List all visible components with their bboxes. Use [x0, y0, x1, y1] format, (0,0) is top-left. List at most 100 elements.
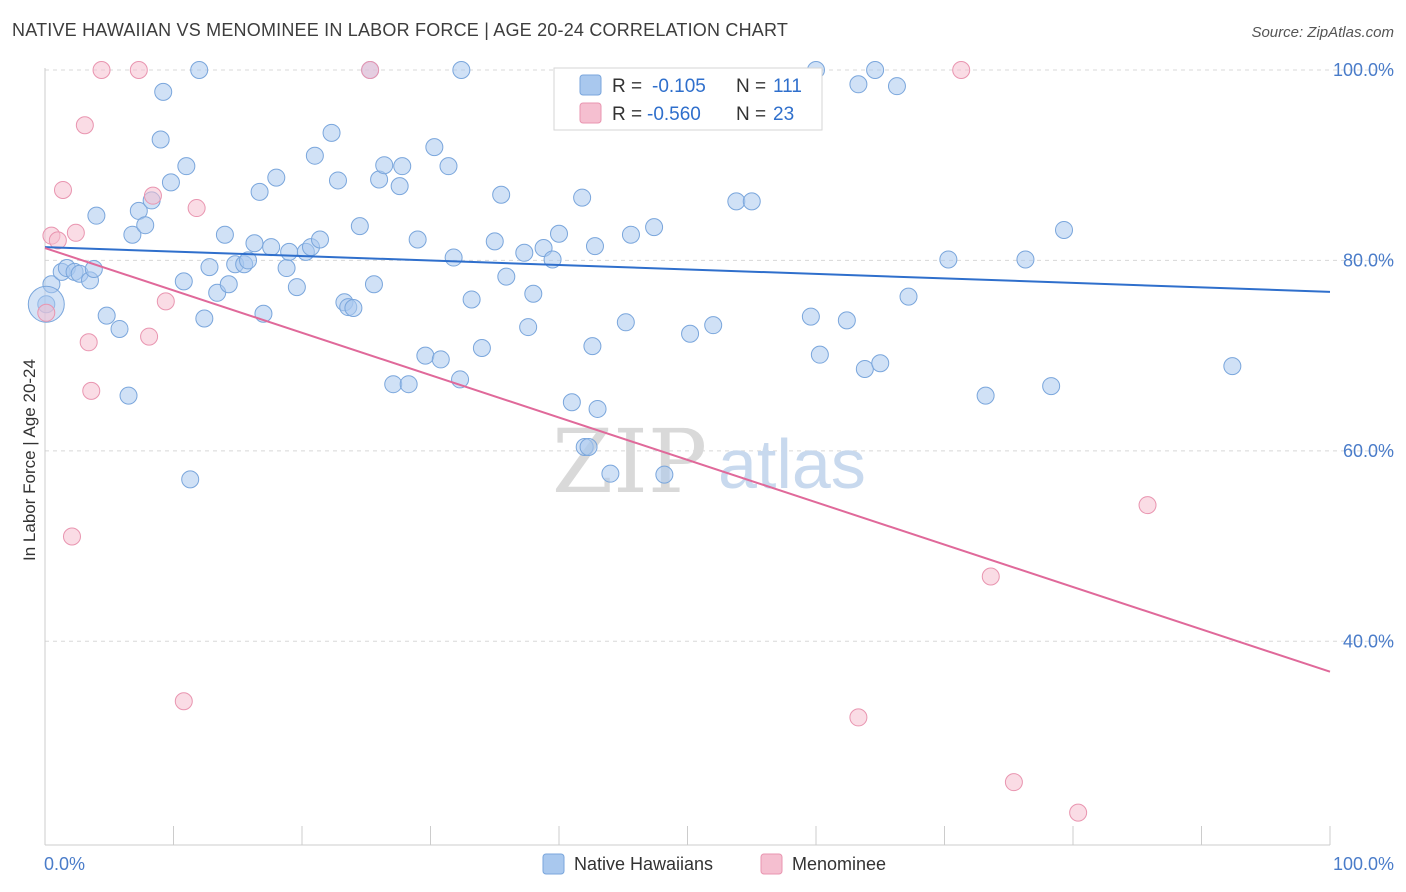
legend-n-value-2: 23: [773, 104, 794, 125]
trend-line-menominee: [44, 247, 1331, 673]
native-hawaiians-point-38: [287, 278, 306, 297]
native-hawaiians-point-81: [585, 237, 604, 256]
native-hawaiians-point-105: [1042, 377, 1061, 396]
menominee-point-19: [981, 567, 1000, 586]
native-hawaiians-point-37: [280, 242, 299, 261]
native-hawaiians-point-48: [350, 217, 369, 236]
native-hawaiians-point-21: [181, 470, 200, 489]
native-hawaiians-point-87: [655, 465, 674, 484]
native-hawaiians-point-71: [519, 318, 538, 337]
native-hawaiians-point-27: [219, 275, 238, 294]
menominee-point-14: [174, 692, 193, 711]
native-hawaiians-point-31: [245, 234, 264, 253]
native-hawaiians-point-54: [390, 177, 409, 196]
native-hawaiians-point-52: [375, 156, 394, 175]
legend-swatch-pink: [579, 102, 602, 124]
native-hawaiians-point-91: [742, 192, 761, 211]
menominee-point-21: [1069, 803, 1088, 822]
legend-r-label-2: R =: [612, 104, 642, 125]
legend-n-label-1: N =: [736, 76, 766, 97]
native-hawaiians-point-47: [344, 299, 363, 318]
bottom-legend-swatch-blue: [542, 853, 565, 875]
menominee-point-0: [37, 303, 56, 322]
native-hawaiians-point-79: [579, 438, 598, 457]
native-hawaiians-point-34: [262, 238, 281, 257]
menominee-point-13: [156, 292, 175, 311]
menominee-point-16: [361, 61, 380, 79]
y-tick-label-3: 100.0%: [1333, 60, 1394, 80]
x-tick-label-max: 100.0%: [1333, 854, 1394, 874]
menominee-point-8: [82, 381, 101, 400]
bottom-legend-label-menominee: Menominee: [792, 854, 886, 874]
native-hawaiians-point-56: [399, 375, 418, 394]
native-hawaiians-point-107: [1223, 357, 1242, 376]
chart-title: NATIVE HAWAIIAN VS MENOMINEE IN LABOR FO…: [12, 20, 789, 40]
trend-line-native-hawaiians: [44, 246, 1331, 293]
native-hawaiians-point-55: [393, 157, 412, 176]
native-hawaiians-point-94: [810, 345, 829, 364]
native-hawaiians-point-77: [573, 188, 592, 207]
native-hawaiians-point-26: [215, 225, 234, 244]
menominee-point-11: [140, 327, 159, 346]
native-hawaiians-point-66: [472, 339, 491, 358]
legend-box: R = -0.105 N = 111 R = -0.560 N = 23: [553, 67, 823, 131]
native-hawaiians-point-12: [123, 225, 142, 244]
axes: [44, 68, 1331, 846]
native-hawaiians-point-86: [645, 218, 664, 237]
native-hawaiians-point-85: [621, 225, 640, 244]
native-hawaiians-point-67: [485, 232, 504, 251]
native-hawaiians-point-104: [1016, 250, 1035, 269]
legend-r-label-1: R =: [612, 76, 642, 97]
native-hawaiians-point-95: [837, 311, 856, 330]
native-hawaiians-point-84: [616, 313, 635, 332]
native-hawaiians-point-32: [250, 182, 269, 201]
native-hawaiians-point-23: [195, 309, 214, 328]
native-hawaiians-point-9: [97, 306, 116, 325]
watermark-zip: ZIP: [552, 410, 707, 513]
native-hawaiians-point-75: [550, 224, 568, 243]
native-hawaiians-point-106: [1055, 220, 1074, 239]
native-hawaiians-point-41: [305, 146, 324, 165]
native-hawaiians-point-98: [866, 61, 885, 79]
watermark-atlas: atlas: [718, 425, 866, 503]
native-hawaiians-point-100: [887, 77, 906, 96]
native-hawaiians-point-97: [855, 359, 874, 378]
native-hawaiians-point-14: [136, 216, 155, 235]
native-hawaiians-point-80: [583, 337, 602, 356]
native-hawaiians-point-30: [239, 251, 258, 270]
menominee-point-7: [79, 333, 98, 352]
native-hawaiians-point-96: [849, 75, 868, 94]
native-hawaiians-point-42: [310, 230, 329, 249]
legend-n-value-1: 111: [773, 76, 802, 97]
native-hawaiians-point-53: [384, 375, 403, 394]
source-label: Source: ZipAtlas.com: [1251, 24, 1394, 41]
menominee-point-18: [952, 61, 971, 79]
y-tick-label-0: 40.0%: [1343, 631, 1394, 651]
menominee-point-2: [48, 231, 67, 250]
native-hawaiians-point-90: [727, 192, 746, 211]
menominee-point-10: [129, 61, 148, 79]
x-tick-label-min: 0.0%: [44, 854, 85, 874]
native-hawaiians-point-22: [190, 61, 209, 79]
native-hawaiians-point-82: [588, 399, 607, 418]
native-hawaiians-point-83: [601, 464, 620, 483]
native-hawaiians-point-60: [431, 350, 450, 369]
native-hawaiians-point-10: [110, 319, 129, 338]
native-hawaiians-point-93: [801, 307, 820, 326]
legend-r-value-1: -0.105: [652, 76, 706, 97]
native-hawaiians-point-17: [154, 82, 173, 101]
y-tick-label-1: 60.0%: [1343, 441, 1394, 461]
trend-lines: [44, 246, 1331, 673]
native-hawaiians-point-16: [151, 130, 170, 149]
menominee-point-4: [62, 527, 81, 546]
native-hawaiians-point-76: [562, 393, 581, 412]
series-menominee: [37, 61, 1157, 822]
native-hawaiians-point-43: [322, 123, 341, 142]
menominee-point-9: [92, 61, 111, 79]
native-hawaiians-point-11: [119, 386, 138, 405]
legend-swatch-blue: [579, 74, 602, 96]
native-hawaiians-point-50: [364, 275, 383, 294]
native-hawaiians-point-99: [871, 354, 890, 373]
menominee-point-15: [187, 199, 206, 218]
menominee-point-6: [75, 116, 94, 135]
